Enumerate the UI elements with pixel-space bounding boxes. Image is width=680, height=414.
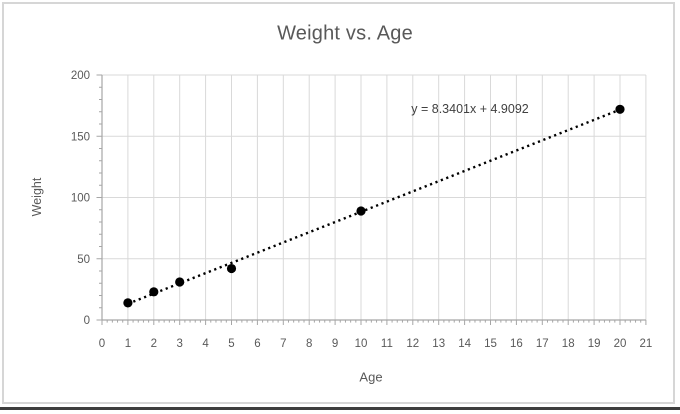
x-tick-label: 15 <box>484 338 497 350</box>
data-point <box>615 104 625 114</box>
chart-frame <box>2 2 675 404</box>
y-tick-label: 50 <box>77 254 90 266</box>
data-point <box>356 206 366 216</box>
x-tick-label: 11 <box>381 338 393 350</box>
x-tick-label: 19 <box>588 338 601 350</box>
x-tick-label: 7 <box>280 338 286 350</box>
x-tick-label: 8 <box>306 338 312 350</box>
x-tick-label: 2 <box>151 338 157 350</box>
x-tick-label: 4 <box>202 338 209 350</box>
x-tick-label: 5 <box>228 338 234 350</box>
x-tick-label: 1 <box>125 338 131 350</box>
x-tick-label: 0 <box>99 338 105 350</box>
y-tick-label: 200 <box>71 70 90 82</box>
data-point <box>123 298 133 308</box>
x-tick-label: 17 <box>536 338 549 350</box>
x-tick-label: 9 <box>332 338 338 350</box>
window-bottom-edge <box>0 407 680 410</box>
y-tick-label: 150 <box>71 131 90 143</box>
y-axis-title: Weight <box>30 177 44 217</box>
data-point <box>175 277 185 287</box>
x-tick-label: 12 <box>406 338 419 350</box>
y-tick-label: 0 <box>84 315 90 327</box>
x-tick-label: 20 <box>614 338 627 350</box>
data-point <box>149 287 159 297</box>
x-tick-label: 6 <box>254 338 260 350</box>
x-tick-label: 3 <box>176 338 182 350</box>
x-axis-title: Age <box>359 369 383 385</box>
x-tick-label: 18 <box>562 338 575 350</box>
trendline <box>127 108 621 305</box>
x-tick-label: 14 <box>458 338 471 350</box>
x-tick-label: 16 <box>510 338 523 350</box>
y-tick-label: 100 <box>71 193 90 205</box>
x-tick-label: 10 <box>355 338 368 350</box>
x-tick-label: 13 <box>432 338 445 350</box>
x-tick-label: 21 <box>640 338 653 350</box>
trendline-equation-label: y = 8.3401x + 4.9092 <box>411 102 529 116</box>
chart-title: Weight vs. Age <box>277 22 413 45</box>
data-point <box>226 263 237 274</box>
